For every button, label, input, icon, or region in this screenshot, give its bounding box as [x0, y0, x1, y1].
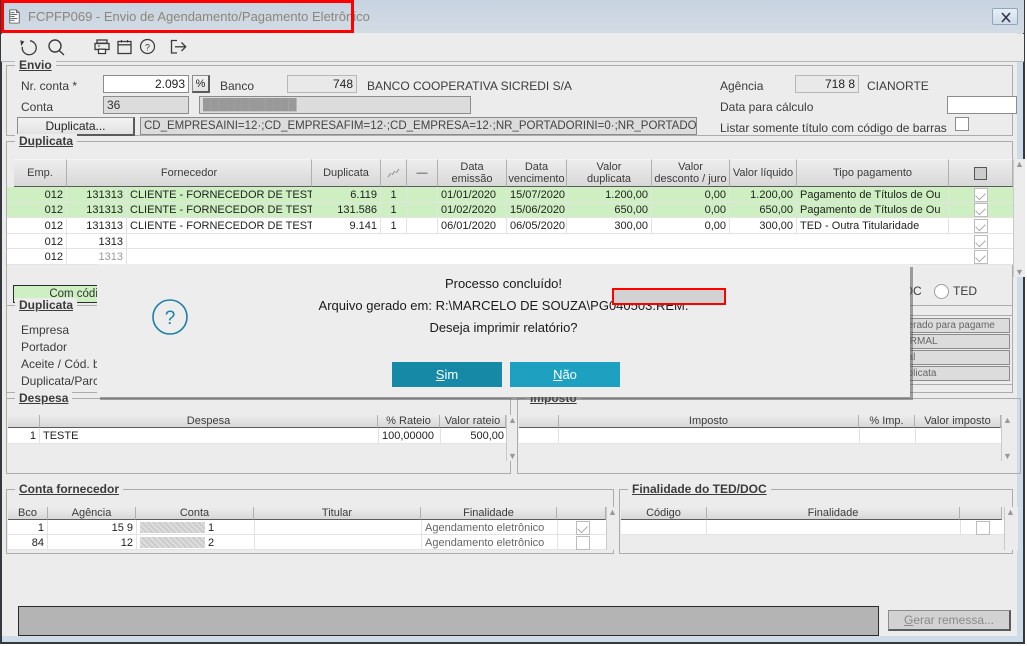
svg-text:?: ? [165, 308, 176, 329]
svg-text:?: ? [145, 43, 150, 53]
